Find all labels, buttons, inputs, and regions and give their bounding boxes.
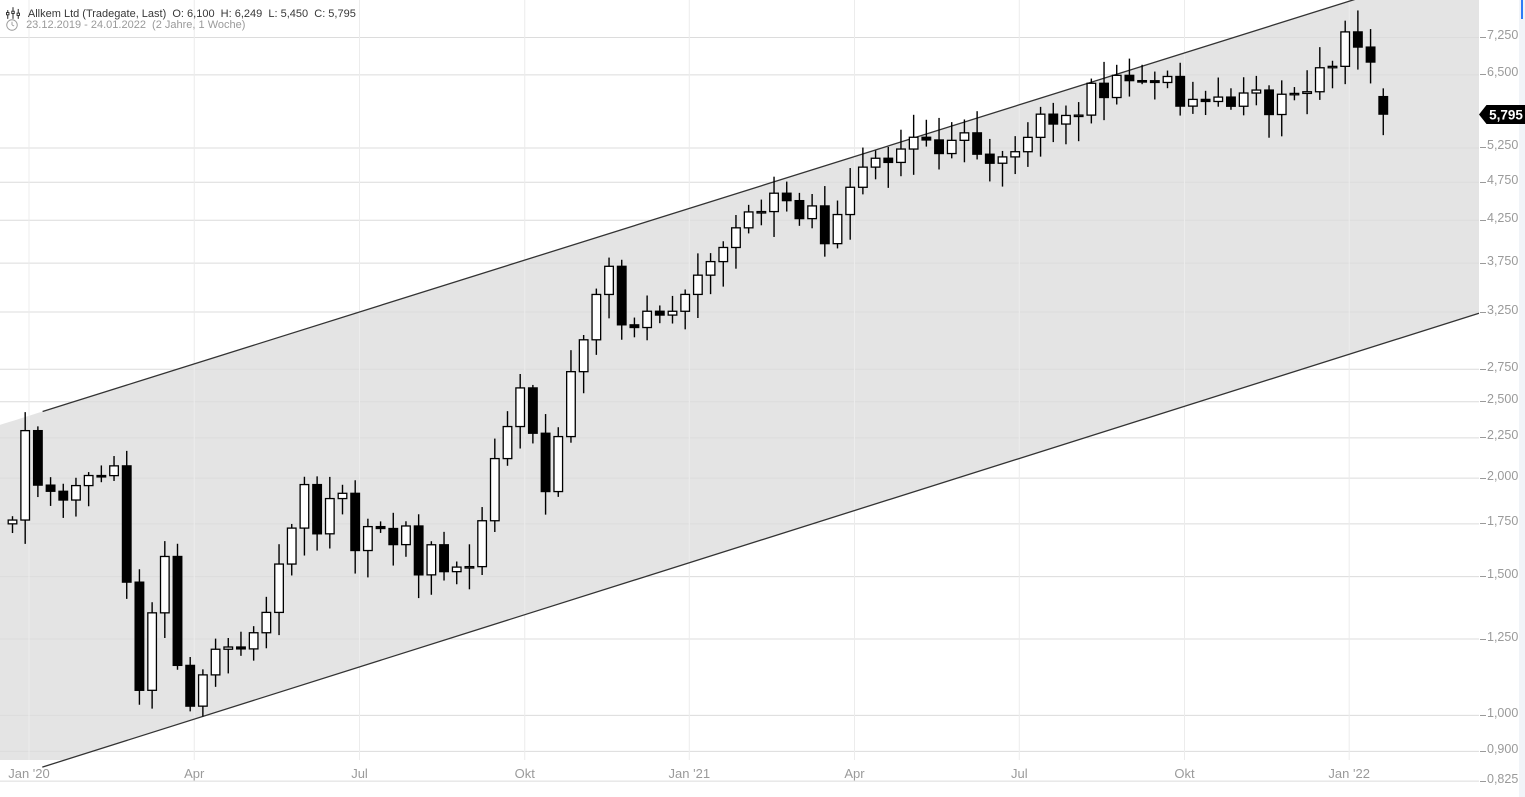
svg-text:5,795: 5,795 (1489, 107, 1523, 122)
